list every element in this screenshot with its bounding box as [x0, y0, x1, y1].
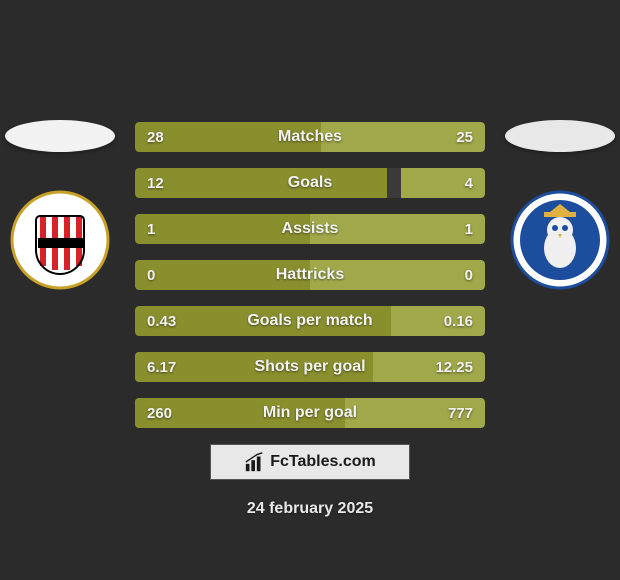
- bar-track: [135, 168, 485, 198]
- left-player-column: [0, 120, 120, 290]
- date-text: 24 february 2025: [0, 500, 620, 518]
- stat-row: Matches2825: [135, 122, 485, 152]
- bar-track: [135, 260, 485, 290]
- bar-right-fill: [310, 260, 485, 290]
- stat-row: Shots per goal6.1712.25: [135, 352, 485, 382]
- bar-right-fill: [310, 214, 485, 244]
- stat-row: Assists11: [135, 214, 485, 244]
- stat-row: Goals124: [135, 168, 485, 198]
- player-oval-left: [5, 120, 115, 152]
- stat-row: Hattricks00: [135, 260, 485, 290]
- bar-track: [135, 352, 485, 382]
- bar-left-fill: [135, 260, 310, 290]
- bar-track: [135, 214, 485, 244]
- fctables-logo-text: FcTables.com: [270, 453, 376, 471]
- bar-left-fill: [135, 214, 310, 244]
- stat-row: Min per goal260777: [135, 398, 485, 428]
- sunderland-crest-icon: [10, 190, 110, 290]
- bar-track: [135, 398, 485, 428]
- fctables-logo: FcTables.com: [210, 444, 410, 480]
- bar-left-fill: [135, 122, 321, 152]
- bar-track: [135, 122, 485, 152]
- bar-right-fill: [321, 122, 486, 152]
- bar-right-fill: [401, 168, 485, 198]
- stats-bars: Matches2825 Goals124 Assists11 Hattricks00 G…: [135, 122, 485, 444]
- crest-right: [510, 190, 610, 290]
- bar-left-fill: [135, 352, 373, 382]
- bar-chart-icon: [244, 451, 266, 473]
- sheffield-wednesday-crest-icon: [510, 190, 610, 290]
- bar-left-fill: [135, 306, 391, 336]
- crest-left: [10, 190, 110, 290]
- bar-left-fill: [135, 398, 345, 428]
- right-player-column: [500, 120, 620, 290]
- player-oval-right: [505, 120, 615, 152]
- bar-track: [135, 306, 485, 336]
- bar-right-fill: [391, 306, 486, 336]
- bar-left-fill: [135, 168, 387, 198]
- stat-row: Goals per match0.430.16: [135, 306, 485, 336]
